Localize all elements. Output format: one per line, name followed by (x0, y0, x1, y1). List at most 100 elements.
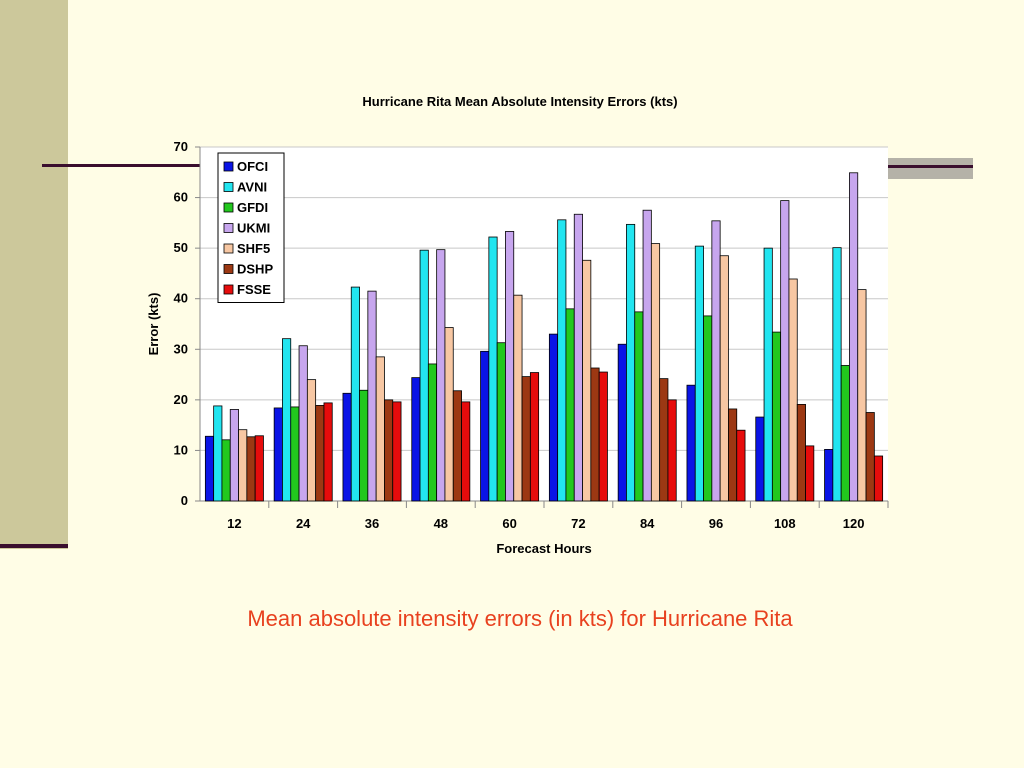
bar (642, 209, 652, 502)
legend-swatch (223, 284, 234, 295)
bar (282, 338, 292, 502)
y-tick-label: 10 (174, 442, 188, 457)
decorative-rule-right-shade (888, 158, 973, 179)
bar (650, 243, 661, 502)
legend-label: DSHP (237, 262, 273, 277)
accent-band (0, 0, 68, 549)
bar (865, 412, 875, 502)
bar (290, 406, 300, 502)
legend-swatch (223, 202, 234, 213)
legend-swatch (223, 161, 234, 172)
bar (694, 245, 704, 502)
bar (590, 367, 600, 502)
bar (857, 289, 867, 502)
bar (788, 278, 798, 502)
legend-label: GFDI (237, 200, 268, 215)
bar (488, 236, 498, 502)
bar (213, 405, 223, 502)
bar (204, 435, 215, 502)
bar (273, 407, 283, 502)
bar (659, 378, 669, 502)
bar (686, 384, 696, 502)
y-tick-label: 40 (174, 291, 188, 306)
bar (411, 377, 421, 502)
bar (521, 376, 531, 502)
bar (436, 249, 446, 502)
legend-swatch (223, 223, 234, 233)
bar (306, 379, 317, 502)
bar (505, 231, 515, 502)
bar (548, 333, 559, 502)
bar (480, 350, 490, 502)
legend-label: AVNI (237, 180, 267, 195)
bar (444, 327, 454, 502)
bar (367, 290, 377, 502)
bar (254, 435, 264, 502)
y-axis-title: Error (kts) (146, 293, 161, 356)
bar (796, 404, 806, 502)
legend-swatch (223, 243, 234, 254)
decorative-rule-left (42, 164, 204, 167)
x-tick-label: 120 (843, 516, 865, 531)
bar (771, 331, 782, 502)
x-axis-title: Forecast Hours (496, 541, 591, 556)
bar (384, 399, 394, 502)
bar (221, 439, 231, 502)
bar (419, 249, 429, 502)
bar (350, 286, 360, 502)
bar (427, 363, 438, 502)
legend-label: UKMI (237, 221, 270, 236)
bar (557, 219, 567, 502)
bar (452, 390, 462, 502)
bar (840, 365, 850, 502)
bar (763, 247, 773, 502)
bar (703, 315, 713, 502)
x-tick-label: 48 (434, 516, 448, 531)
y-tick-label: 0 (181, 493, 188, 508)
bar (565, 308, 575, 502)
bar (805, 445, 815, 502)
legend-swatch (223, 264, 234, 274)
bar (832, 247, 842, 502)
bar (582, 259, 592, 502)
legend-label: SHF5 (237, 241, 270, 256)
y-tick-label: 20 (174, 392, 188, 407)
x-tick-label: 96 (709, 516, 723, 531)
bar (238, 429, 248, 502)
x-tick-label: 60 (502, 516, 516, 531)
bar (359, 389, 369, 502)
bar (780, 200, 790, 502)
bar (323, 402, 333, 502)
x-tick-label: 108 (774, 516, 796, 531)
y-tick-label: 60 (174, 190, 188, 205)
x-tick-label: 24 (296, 516, 311, 531)
bar (298, 345, 308, 502)
bar (873, 455, 884, 502)
bar (496, 342, 506, 502)
bar (736, 429, 746, 502)
bar (315, 405, 325, 502)
bar (513, 294, 523, 502)
chart-title: Hurricane Rita Mean Absolute Intensity E… (362, 94, 678, 109)
bar (529, 372, 540, 502)
legend-label: FSSE (237, 282, 271, 297)
bar (711, 220, 721, 502)
y-tick-label: 30 (174, 341, 188, 356)
y-tick-label: 70 (174, 139, 188, 154)
bar (598, 371, 608, 502)
bar (849, 172, 859, 502)
bar (728, 408, 738, 502)
bar (342, 392, 352, 502)
bar (461, 401, 471, 502)
x-tick-label: 36 (365, 516, 379, 531)
bar (392, 401, 402, 502)
decorative-rule-right (888, 165, 973, 168)
legend-label: OFCI (237, 159, 268, 174)
x-tick-label: 84 (640, 516, 655, 531)
x-tick-label: 72 (571, 516, 585, 531)
bar (573, 213, 583, 502)
y-tick-label: 50 (174, 240, 188, 255)
bar (634, 311, 644, 502)
bar (617, 343, 627, 502)
